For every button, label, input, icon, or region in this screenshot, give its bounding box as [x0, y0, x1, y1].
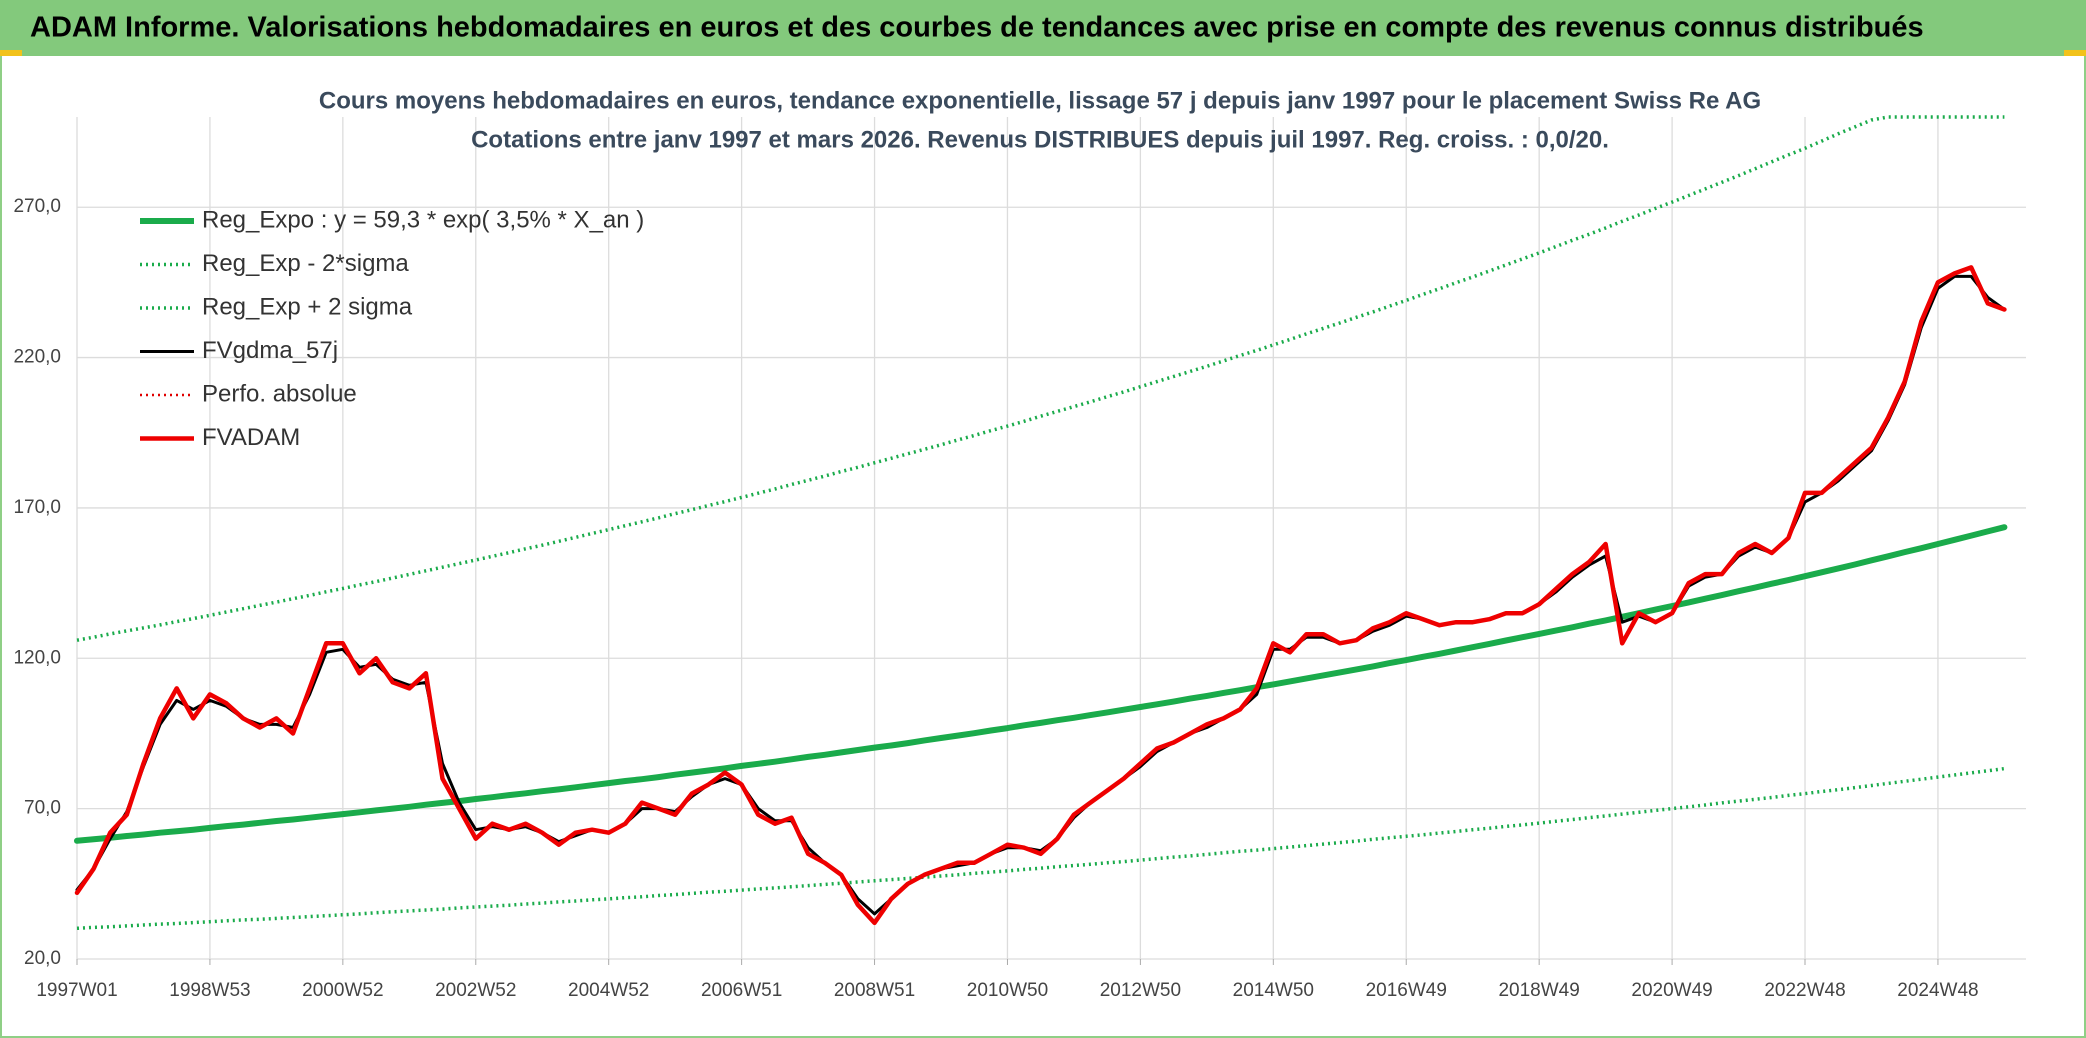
legend-label: Perfo. absolue — [202, 380, 357, 407]
x-tick-label: 2016W49 — [1366, 980, 1447, 1001]
legend: Reg_Expo : y = 59,3 * exp( 3,5% * X_an )… — [140, 206, 644, 451]
x-tick-label: 2022W48 — [1764, 980, 1845, 1001]
y-tick-label: 120,0 — [13, 647, 61, 668]
legend-label: Reg_Exp - 2*sigma — [202, 250, 409, 277]
x-tick-label: 1997W01 — [36, 980, 117, 1001]
legend-label: FVgdma_57j — [202, 337, 338, 364]
series-line — [76, 115, 2005, 642]
y-tick-label: 220,0 — [13, 347, 61, 368]
x-tick-label: 2020W49 — [1631, 980, 1712, 1001]
x-tick-label: 2012W50 — [1100, 980, 1181, 1001]
x-tick-label: 2006W51 — [701, 980, 782, 1001]
x-tick-label: 2000W52 — [302, 980, 383, 1001]
corner-mark — [0, 50, 22, 56]
x-tick-label: 2008W51 — [834, 980, 915, 1001]
x-tick-label: 2002W52 — [435, 980, 516, 1001]
x-tick-label: 2010W50 — [967, 980, 1048, 1001]
series-line — [74, 524, 2008, 844]
legend-label: FVADAM — [202, 424, 300, 451]
y-tick-label: 70,0 — [24, 798, 61, 819]
y-tick-label: 270,0 — [13, 196, 61, 217]
header-title: ADAM Informe. Valorisations hebdomadaire… — [30, 12, 1924, 44]
y-tick-label: 20,0 — [24, 948, 61, 969]
legend-label: Reg_Expo : y = 59,3 * exp( 3,5% * X_an ) — [202, 206, 644, 233]
y-tick-label: 170,0 — [13, 497, 61, 518]
x-tick-label: 2014W50 — [1233, 980, 1314, 1001]
x-tick-label: 2024W48 — [1897, 980, 1978, 1001]
grid: 20,0 70,0 120,0 170,0 220,0 270,0 1997W01 1998W… — [13, 117, 2026, 1001]
corner-mark — [2064, 50, 2086, 56]
legend-label: Reg_Exp + 2 sigma — [202, 293, 413, 320]
series-line — [74, 265, 2007, 926]
plot — [74, 115, 2008, 931]
x-tick-label: 2004W52 — [568, 980, 649, 1001]
chart-title: Cours moyens hebdomadaires en euros, ten… — [319, 87, 1761, 114]
header-bar — [0, 0, 2086, 56]
x-tick-label: 1998W53 — [169, 980, 250, 1001]
x-tick-label: 2018W49 — [1498, 980, 1579, 1001]
chart-subtitle: Cotations entre janv 1997 et mars 2026. … — [471, 126, 1609, 153]
